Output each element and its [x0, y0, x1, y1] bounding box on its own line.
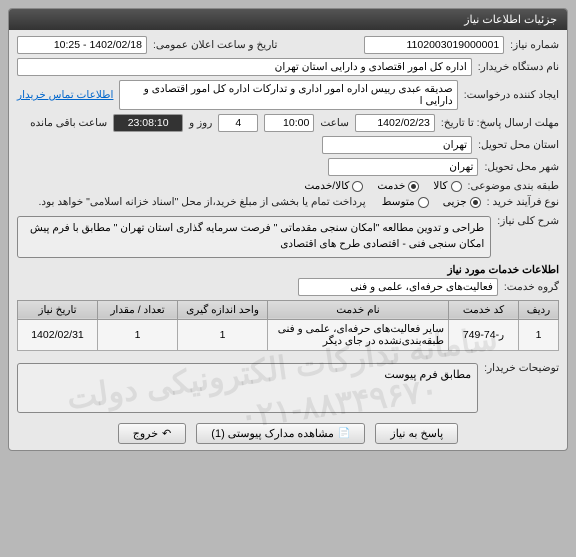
buyer-notes-box: مطابق فرم پیوست	[17, 363, 478, 413]
hour-label: ساعت	[320, 117, 349, 129]
attachments-label: مشاهده مدارک پیوستی (1)	[211, 427, 334, 440]
row-creator: ایجاد کننده درخواست: صدیقه عبدی رییس ادا…	[17, 80, 559, 110]
desc-label: شرح کلی نیاز:	[497, 212, 559, 227]
row-city: شهر محل تحویل: تهران	[17, 158, 559, 176]
reply-button[interactable]: پاسخ به نیاز	[375, 423, 458, 444]
class-label: طبقه بندی موضوعی:	[468, 180, 559, 192]
cell-date: 1402/02/31	[18, 319, 98, 350]
deadline-label: مهلت ارسال پاسخ: تا تاریخ:	[441, 117, 559, 129]
buyer-notes-label: توضیحات خریدار:	[484, 359, 559, 374]
col-name: نام خدمت	[268, 300, 449, 319]
province-label: استان محل تحویل:	[478, 139, 559, 151]
need-number-label: شماره نیاز:	[510, 39, 559, 51]
row-buyer-notes: توضیحات خریدار: مطابق فرم پیوست	[17, 359, 559, 413]
class-service-label: خدمت	[377, 180, 405, 192]
process-minor-label: جزیی	[443, 196, 467, 208]
buyer-org-field: اداره کل امور اقتصادی و دارایی استان تهر…	[17, 58, 472, 76]
close-label: خروج	[133, 427, 158, 440]
need-number-field: 1102003019000001	[364, 36, 504, 54]
services-table: ردیف کد خدمت نام خدمت واحد اندازه گیری ت…	[17, 300, 559, 351]
doc-icon	[338, 427, 350, 439]
service-group-field: فعالیت‌های حرفه‌ای، علمی و فنی	[298, 278, 498, 296]
process-note: پرداخت تمام یا بخشی از مبلغ خرید،از محل …	[39, 196, 366, 208]
desc-box: طراحی و تدوین مطالعه "امکان سنجی مقدماتی…	[17, 216, 491, 258]
creator-label: ایجاد کننده درخواست:	[464, 89, 559, 101]
days-label: روز و	[189, 117, 212, 129]
cell-code: ر-74-749	[449, 319, 519, 350]
row-classification: طبقه بندی موضوعی: کالا خدمت کالا/خدمت	[17, 180, 559, 192]
buyer-contact-link[interactable]: اطلاعات تماس خریدار	[17, 89, 113, 101]
row-desc: شرح کلی نیاز: طراحی و تدوین مطالعه "امکا…	[17, 212, 559, 258]
process-label: نوع فرآیند خرید :	[487, 196, 559, 208]
process-radio-group: جزیی متوسط	[382, 196, 481, 208]
button-row: پاسخ به نیاز مشاهده مدارک پیوستی (1) خرو…	[17, 423, 559, 444]
class-both-label: کالا/خدمت	[304, 180, 349, 192]
days-field: 4	[218, 114, 258, 132]
class-goods-label: کالا	[433, 180, 447, 192]
announce-field: 1402/02/18 - 10:25	[17, 36, 147, 54]
city-label: شهر محل تحویل:	[484, 161, 559, 173]
row-buyer-org: نام دستگاه خریدار: اداره کل امور اقتصادی…	[17, 58, 559, 76]
row-province: استان محل تحویل: تهران	[17, 136, 559, 154]
cell-name: سایر فعالیت‌های حرفه‌ای، علمی و فنی طبقه…	[268, 319, 449, 350]
reply-label: پاسخ به نیاز	[390, 427, 443, 440]
attachments-button[interactable]: مشاهده مدارک پیوستی (1)	[196, 423, 365, 444]
table-header-row: ردیف کد خدمت نام خدمت واحد اندازه گیری ت…	[18, 300, 559, 319]
row-service-group: گروه خدمت: فعالیت‌های حرفه‌ای، علمی و فن…	[17, 278, 559, 296]
province-field: تهران	[322, 136, 472, 154]
table-row: 1 ر-74-749 سایر فعالیت‌های حرفه‌ای، علمی…	[18, 319, 559, 350]
deadline-hour-field: 10:00	[264, 114, 314, 132]
services-title: اطلاعات خدمات مورد نیاز	[17, 264, 559, 276]
buyer-org-label: نام دستگاه خریدار:	[478, 61, 559, 73]
announce-label: تاریخ و ساعت اعلان عمومی:	[153, 39, 277, 51]
col-date: تاریخ نیاز	[18, 300, 98, 319]
creator-field: صدیقه عبدی رییس اداره امور اداری و تدارک…	[119, 80, 457, 110]
cell-unit: 1	[178, 319, 268, 350]
need-details-panel: جزئیات اطلاعات نیاز شماره نیاز: 11020030…	[8, 8, 568, 451]
close-button[interactable]: خروج	[118, 423, 187, 444]
panel-body: شماره نیاز: 1102003019000001 تاریخ و ساع…	[9, 30, 567, 450]
buyer-notes-area: سامانه تدارکات الکترونیکی دولت ۰۲۱-۸۸۳۴۹…	[17, 359, 559, 413]
col-qty: تعداد / مقدار	[98, 300, 178, 319]
cell-qty: 1	[98, 319, 178, 350]
row-number-announce: شماره نیاز: 1102003019000001 تاریخ و ساع…	[17, 36, 559, 54]
remain-label: ساعت باقی مانده	[30, 117, 107, 129]
class-radio-group: کالا خدمت کالا/خدمت	[304, 180, 461, 192]
class-goods-radio[interactable]: کالا	[433, 180, 461, 192]
process-mid-label: متوسط	[382, 196, 415, 208]
row-process: نوع فرآیند خرید : جزیی متوسط پرداخت تمام…	[17, 196, 559, 208]
class-both-radio[interactable]: کالا/خدمت	[304, 180, 363, 192]
city-field: تهران	[328, 158, 478, 176]
class-service-radio[interactable]: خدمت	[377, 180, 419, 192]
panel-title: جزئیات اطلاعات نیاز	[9, 9, 567, 30]
back-icon	[162, 427, 171, 440]
row-deadline: مهلت ارسال پاسخ: تا تاریخ: 1402/02/23 سا…	[17, 114, 559, 132]
col-unit: واحد اندازه گیری	[178, 300, 268, 319]
process-minor-radio[interactable]: جزیی	[443, 196, 481, 208]
col-code: کد خدمت	[449, 300, 519, 319]
remain-field: 23:08:10	[113, 114, 183, 132]
col-row: ردیف	[519, 300, 559, 319]
cell-row: 1	[519, 319, 559, 350]
deadline-date-field: 1402/02/23	[355, 114, 435, 132]
service-group-label: گروه خدمت:	[504, 281, 559, 293]
process-mid-radio[interactable]: متوسط	[382, 196, 429, 208]
